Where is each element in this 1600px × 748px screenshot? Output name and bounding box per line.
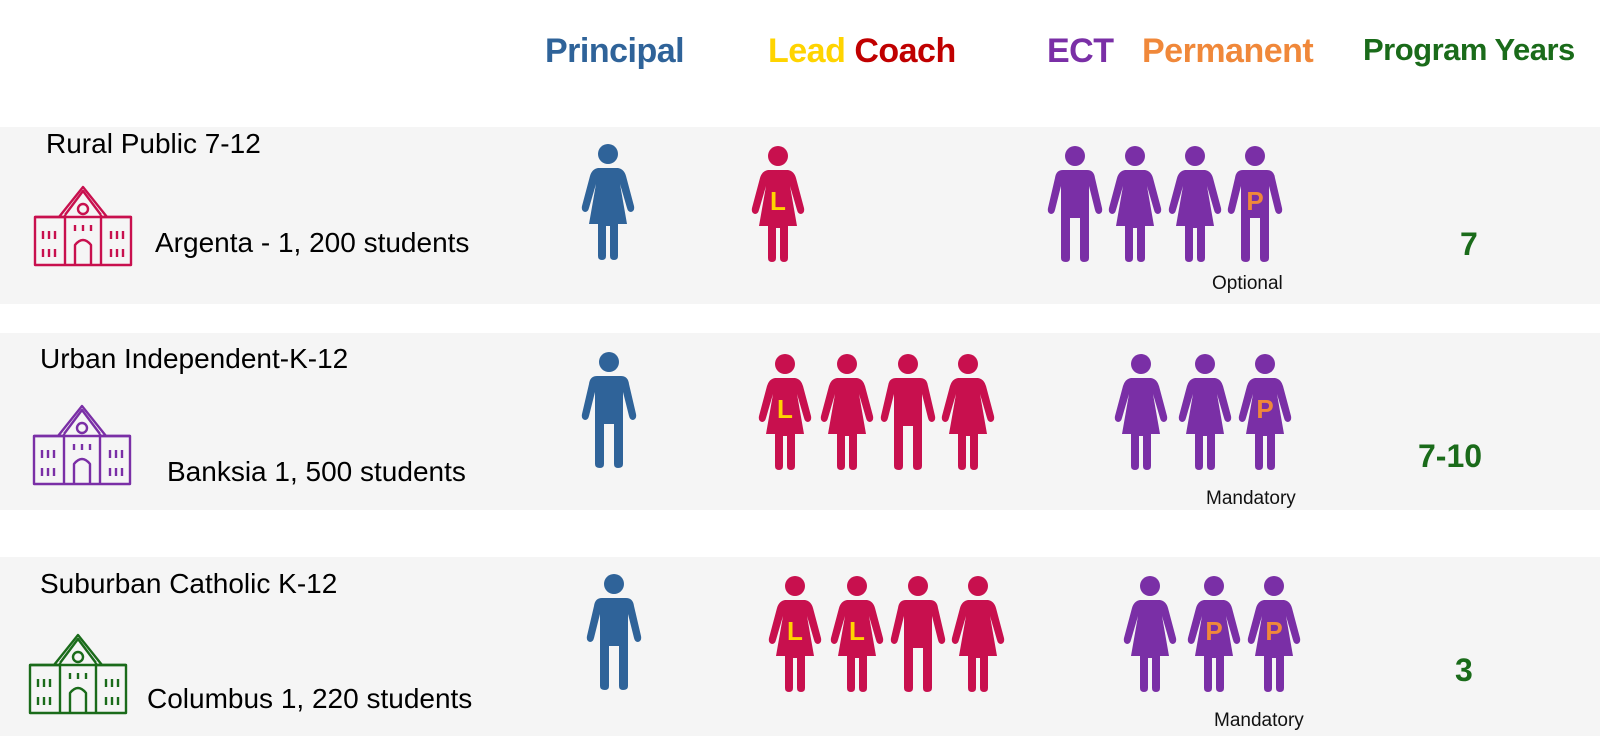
svg-text:P: P [1205,616,1222,646]
header-lead: Lead [768,32,846,70]
campus-columbus: Columbus 1, 220 students [147,683,473,714]
school-type-suburban: Suburban Catholic K-12 [40,568,338,599]
lead-coach-person-icon: L [767,576,823,692]
ect-note-rural: Optional [1212,273,1283,294]
program-years-suburban: 3 [1455,652,1473,688]
lead-coach-person-icon: L [829,576,885,692]
principal-person-icon [586,574,642,690]
campus-argenta: Argenta - 1, 200 students [155,227,470,258]
principal-person-icon [580,144,636,260]
ect-person-icon [1113,354,1169,470]
svg-text:P: P [1265,616,1282,646]
coach-person-icon [950,576,1006,692]
school-building-icon [33,185,133,267]
campus-banksia: Banksia 1, 500 students [167,456,466,487]
row-band-rural [0,127,1600,304]
school-type-urban: Urban Independent-K-12 [40,343,349,374]
ect-person-icon [1167,146,1223,262]
ect-person-icon [1107,146,1163,262]
principal-person-icon [581,352,637,468]
coach-person-icon [819,354,875,470]
program-years-urban: 7-10 [1418,438,1483,474]
ect-person-icon [1177,354,1233,470]
permanent-ect-person-icon: P [1246,576,1302,692]
header-lead-coach: Lead Coach [768,32,956,71]
svg-text:L: L [777,394,793,424]
ect-person-icon [1047,146,1103,262]
header-coach: Coach [854,32,956,70]
svg-text:L: L [849,616,865,646]
lead-coach-person-icon: L [750,146,806,262]
coach-person-icon [890,576,946,692]
lead-coach-person-icon: L [757,354,813,470]
coach-person-icon [880,354,936,470]
school-building-icon [28,633,128,715]
coach-person-icon [940,354,996,470]
header-ect: ECT [1047,32,1114,70]
header-program-years: Program Years [1363,32,1575,67]
school-building-icon [32,404,132,486]
permanent-ect-person-icon: P [1186,576,1242,692]
permanent-ect-person-icon: P [1237,354,1293,470]
svg-text:L: L [770,186,786,216]
header-principal: Principal [545,32,685,70]
ect-note-suburban: Mandatory [1214,710,1304,731]
ect-person-icon [1122,576,1178,692]
program-years-rural: 7 [1460,226,1478,262]
svg-text:P: P [1246,186,1263,216]
school-type-rural: Rural Public 7-12 [46,128,261,159]
svg-text:P: P [1256,394,1273,424]
svg-text:L: L [787,616,803,646]
ect-note-urban: Mandatory [1206,488,1296,509]
header-permanent: Permanent [1142,32,1314,70]
permanent-ect-person-icon: P [1227,146,1283,262]
